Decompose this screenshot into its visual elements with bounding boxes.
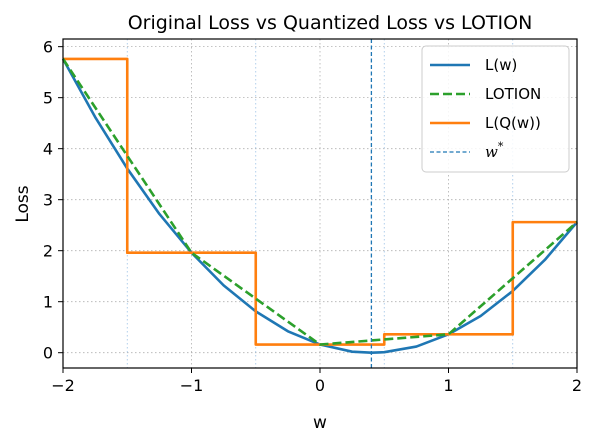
legend-box (421, 45, 570, 173)
series-group (61, 57, 578, 355)
y-tick-label-5: 5 (43, 89, 53, 108)
series-l-w (61, 58, 578, 355)
y-tick-label-1: 1 (43, 293, 53, 312)
chart-title: Original Loss vs Quantized Loss vs LOTIO… (128, 12, 533, 34)
legend-label-quantized: L(Q(w)) (485, 114, 541, 132)
ticks: −2 −1 0 1 2 0 1 2 3 4 5 6 (43, 38, 582, 395)
legend-label-optimum-sup: * (498, 140, 504, 153)
y-tick-label-0: 0 (43, 344, 53, 363)
x-tick-label-0: −2 (51, 376, 75, 395)
x-tick-label-4: 2 (572, 376, 582, 395)
x-tick-label-1: −1 (180, 376, 204, 395)
series-lotion (61, 58, 578, 346)
x-tick-label-2: 0 (315, 376, 325, 395)
x-axis-label: w (313, 413, 327, 433)
y-tick-label-2: 2 (43, 242, 53, 261)
x-tick-label-3: 1 (443, 376, 453, 395)
legend: L(w) LOTION L(Q(w)) w* (421, 45, 570, 173)
legend-label-lotion: LOTION (485, 85, 541, 103)
y-tick-label-3: 3 (43, 191, 53, 210)
y-tick-label-4: 4 (43, 140, 53, 159)
legend-label-optimum-base: w (485, 143, 498, 161)
y-tick-label-6: 6 (43, 38, 53, 57)
legend-label-loss: L(w) (485, 56, 517, 74)
y-axis-label: Loss (13, 185, 33, 222)
legend-label-optimum: w* (485, 140, 504, 161)
